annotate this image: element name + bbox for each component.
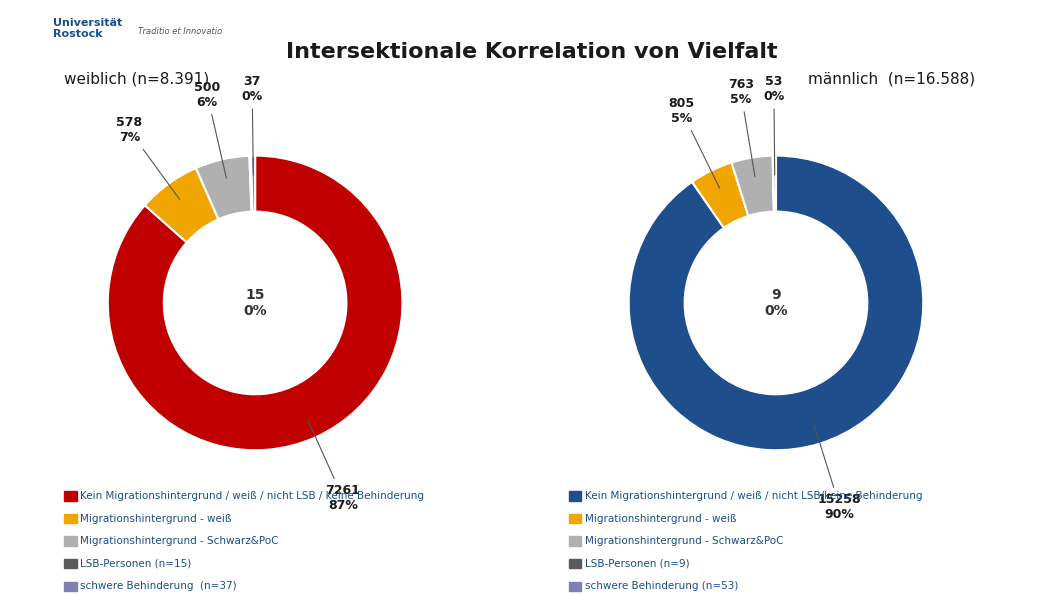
Text: schwere Behinderung  (n=37): schwere Behinderung (n=37) (80, 582, 236, 591)
Text: Migrationshintergrund - weiß: Migrationshintergrund - weiß (80, 514, 232, 523)
Text: 805
5%: 805 5% (669, 97, 720, 188)
Text: 7261
87%: 7261 87% (307, 419, 360, 511)
Text: ©  2021  UNIVERSITÄT ROSTOCK  |  INSTITUT FÜR MEDIENFORSCHUNG: © 2021 UNIVERSITÄT ROSTOCK | INSTITUT FÜ… (334, 565, 729, 578)
Text: 37
0%: 37 0% (241, 75, 263, 175)
Text: Migrationshintergrund - Schwarz&PoC: Migrationshintergrund - Schwarz&PoC (585, 536, 783, 546)
Text: Traditio et Innovatio: Traditio et Innovatio (138, 27, 222, 36)
Text: Migrationshintergrund - weiß: Migrationshintergrund - weiß (585, 514, 737, 523)
Wedge shape (692, 163, 748, 228)
Text: 28: 28 (1026, 567, 1042, 577)
Text: weiblich (n=8.391): weiblich (n=8.391) (64, 71, 209, 86)
Text: männlich  (n=16.588): männlich (n=16.588) (808, 71, 975, 86)
Wedge shape (773, 156, 776, 211)
Wedge shape (251, 156, 255, 211)
Text: 53
0%: 53 0% (763, 75, 784, 175)
Text: Kein Migrationshintergrund / weiß / nicht LSB / keine Behinderung: Kein Migrationshintergrund / weiß / nich… (80, 491, 424, 501)
Wedge shape (250, 156, 253, 211)
Wedge shape (145, 168, 218, 242)
Text: 578
7%: 578 7% (116, 116, 180, 200)
Text: Intersektionale Korrelation von Vielfalt: Intersektionale Korrelation von Vielfalt (286, 42, 777, 62)
Text: Kein Migrationshintergrund / weiß / nicht LSB/keine Behinderung: Kein Migrationshintergrund / weiß / nich… (585, 491, 922, 501)
Wedge shape (107, 156, 403, 450)
Text: 15
0%: 15 0% (243, 288, 267, 318)
Text: Universität
Rostock: Universität Rostock (53, 18, 122, 39)
Text: 15258
90%: 15258 90% (814, 425, 862, 521)
Wedge shape (773, 156, 774, 211)
Text: 04.10.2021: 04.10.2021 (21, 567, 85, 577)
Text: LSB-Personen (n=9): LSB-Personen (n=9) (585, 559, 689, 568)
Text: LSB-Personen (n=15): LSB-Personen (n=15) (80, 559, 191, 568)
Wedge shape (731, 156, 774, 216)
Wedge shape (628, 156, 924, 450)
Text: Migrationshintergrund - Schwarz&PoC: Migrationshintergrund - Schwarz&PoC (80, 536, 279, 546)
Text: 500
6%: 500 6% (195, 81, 226, 178)
Text: 763
5%: 763 5% (728, 78, 755, 176)
Text: 9
0%: 9 0% (764, 288, 788, 318)
Text: schwere Behinderung (n=53): schwere Behinderung (n=53) (585, 582, 738, 591)
Wedge shape (196, 156, 252, 219)
